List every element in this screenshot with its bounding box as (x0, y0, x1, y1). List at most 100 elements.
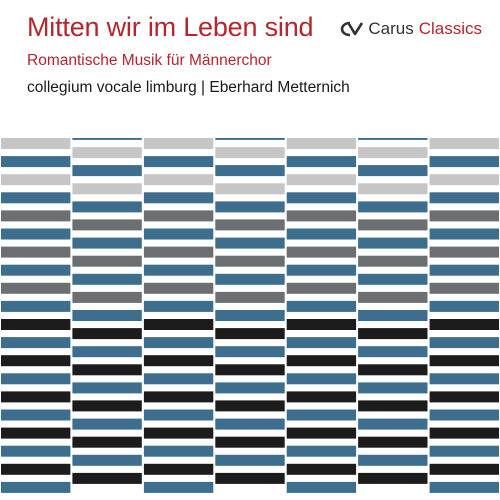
pattern-bar (72, 147, 142, 159)
pattern-bar (1, 355, 71, 367)
pattern-bar (143, 427, 214, 439)
pattern-bar (215, 165, 285, 177)
pattern-bar (429, 174, 499, 186)
pattern-bar (72, 291, 142, 303)
pattern-bar (1, 192, 71, 204)
pattern-bar (429, 337, 499, 349)
pattern-bar (143, 300, 214, 312)
pattern-bar (358, 346, 428, 358)
pattern-bar (429, 264, 499, 276)
pattern-bar (215, 273, 285, 285)
pattern-bar (72, 165, 142, 177)
pattern-bar (1, 445, 71, 457)
brand-line: Classics (418, 19, 482, 38)
pattern-bar (286, 300, 357, 312)
pattern-bar (143, 246, 214, 258)
pattern-bar (215, 364, 285, 376)
pattern-bar (358, 183, 428, 195)
pattern-bar (358, 454, 428, 466)
pattern-bar (429, 282, 499, 294)
pattern-bar (358, 310, 428, 321)
pattern-bar (429, 319, 499, 330)
pattern-bar (143, 174, 214, 186)
pattern-bar (72, 418, 142, 430)
pattern-bar (358, 237, 428, 249)
pattern-bar (429, 192, 499, 204)
pattern-bar (215, 310, 285, 321)
pattern-bar (72, 400, 142, 412)
pattern-bar (1, 156, 71, 168)
pattern-bar (215, 138, 285, 140)
pattern-bar (429, 373, 499, 385)
pattern-bar (286, 228, 357, 240)
pattern-bar (286, 319, 357, 330)
pattern-bar (1, 174, 71, 186)
pattern-bar (358, 291, 428, 303)
pattern-bar (215, 237, 285, 249)
pattern-bar (429, 445, 499, 457)
pattern-bar (143, 355, 214, 367)
pattern-bar (1, 264, 71, 276)
pattern-bar (429, 300, 499, 312)
pattern-bar (215, 454, 285, 466)
pattern-bar (215, 219, 285, 231)
pattern-bar (286, 174, 357, 186)
pattern-bar (358, 472, 428, 484)
pattern-bar (358, 138, 428, 140)
pattern-bar (286, 355, 357, 367)
brand-name: Carus (368, 19, 414, 38)
pattern-bar (143, 319, 214, 330)
album-subtitle: Romantische Musik für Männerchor (27, 52, 272, 69)
pattern-bar (143, 228, 214, 240)
pattern-bar (215, 472, 285, 484)
pattern-bar (143, 138, 214, 149)
pattern-bar (143, 210, 214, 222)
pattern-bar (429, 156, 499, 168)
pattern-bar (1, 282, 71, 294)
pattern-bar (1, 409, 71, 421)
pattern-bar (429, 138, 499, 149)
album-title: Mitten wir im Leben sind (27, 12, 314, 42)
pattern-bar (1, 210, 71, 222)
pattern-bar (286, 445, 357, 457)
pattern-bar (143, 481, 214, 493)
pattern-bar (72, 219, 142, 231)
pattern-bar (72, 328, 142, 340)
pattern-bar (358, 418, 428, 430)
pattern-bar (429, 481, 499, 493)
pattern-bar (72, 255, 142, 267)
pattern-bar (286, 409, 357, 421)
pattern-bar (286, 373, 357, 385)
pattern-bar (1, 246, 71, 258)
pattern-bar (72, 382, 142, 394)
pattern-bar (215, 346, 285, 358)
pattern-bar (429, 228, 499, 240)
pattern-bar (1, 481, 71, 493)
pattern-bar (72, 237, 142, 249)
pattern-bar (429, 246, 499, 258)
pattern-bar (1, 391, 71, 403)
pattern-bar (215, 436, 285, 448)
pattern-bar (72, 183, 142, 195)
pattern-bar (143, 463, 214, 475)
pattern-bar (358, 255, 428, 267)
pattern-bar (72, 454, 142, 466)
pattern-bar (286, 138, 357, 149)
pattern-bar (72, 310, 142, 321)
pattern-bar (143, 445, 214, 457)
pattern-bar (358, 382, 428, 394)
pattern-bar (358, 201, 428, 213)
pattern-bar (215, 147, 285, 159)
pattern-bar (72, 138, 142, 140)
pattern-bar (358, 328, 428, 340)
pattern-bar (1, 373, 71, 385)
pattern-bar (72, 346, 142, 358)
pattern-bar (72, 436, 142, 448)
pattern-bar (286, 463, 357, 475)
pattern-bar (286, 210, 357, 222)
album-performers: collegium vocale limburg | Eberhard Mett… (27, 79, 350, 96)
pattern-bar (358, 400, 428, 412)
pattern-bar (358, 273, 428, 285)
pattern-bar (286, 156, 357, 168)
pattern-bar (215, 382, 285, 394)
